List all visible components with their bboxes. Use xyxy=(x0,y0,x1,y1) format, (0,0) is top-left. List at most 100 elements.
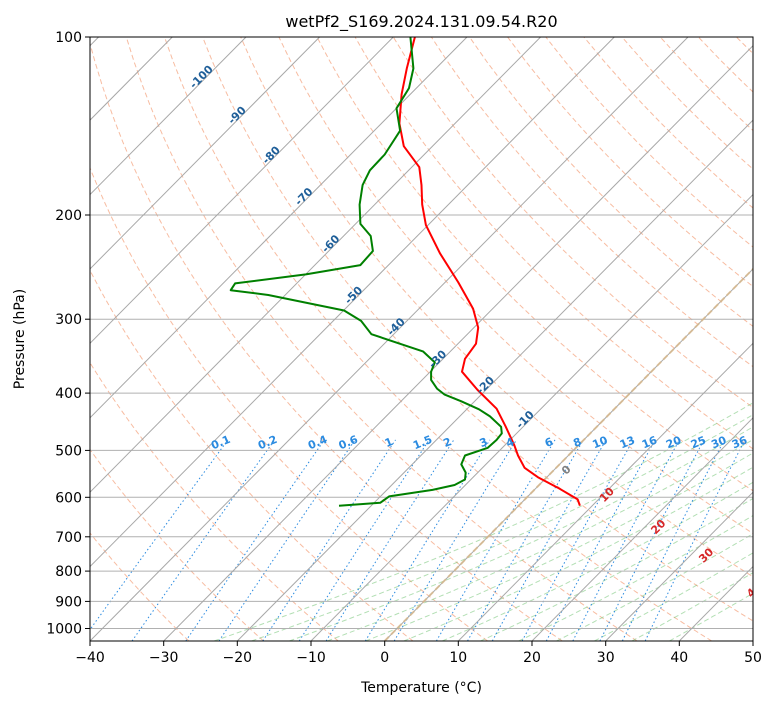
x-tick-label: −20 xyxy=(223,650,253,666)
dry-adiabat-line xyxy=(90,448,264,641)
line-labels: 0.1 0.2 0.4 0.6 1 1.5 2 3 4 6 8 10 13 16 20 25 30 36-100-… xyxy=(187,62,764,600)
dewpoint-curve xyxy=(229,37,503,507)
mixing-ratio-line xyxy=(131,439,276,641)
moist-adiabat-line xyxy=(251,414,753,641)
mixing-ratio-line xyxy=(262,439,396,641)
dry-adiabat-line xyxy=(90,269,414,641)
mixing-ratio-line xyxy=(298,439,430,641)
mixing-ratio-label: 0.1 xyxy=(209,433,232,452)
dry-adiabat-line xyxy=(202,37,753,622)
isotherm-label: -70 xyxy=(292,185,315,208)
dry-adiabat-line xyxy=(469,37,753,328)
y-axis-label: Pressure (hPa) xyxy=(12,289,28,389)
mixing-ratio-line xyxy=(393,439,517,641)
y-tick-label: 100 xyxy=(55,30,82,46)
dry-adiabat-line xyxy=(164,37,712,641)
x-tick-label: 10 xyxy=(449,650,467,666)
x-tick-label: 0 xyxy=(380,650,389,666)
dry-adiabat-line xyxy=(659,37,753,132)
x-tick-label: −30 xyxy=(149,650,179,666)
isotherm-label: -50 xyxy=(342,283,365,306)
isotherm-line xyxy=(90,37,541,493)
isotherm-line xyxy=(236,119,753,641)
isotherm-line xyxy=(90,37,615,568)
mixing-ratio-line xyxy=(621,439,725,641)
mixing-ratio-line xyxy=(90,439,229,631)
mixing-ratio-line xyxy=(545,439,656,641)
dry-adiabat-line xyxy=(354,37,753,450)
isotherm-line xyxy=(90,37,394,345)
dry-adiabat-line xyxy=(278,37,753,535)
isotherm-line xyxy=(163,44,753,641)
moist-adiabat-line xyxy=(556,533,753,641)
mixing-ratio-label: 10 xyxy=(591,434,610,452)
isotherm-line xyxy=(531,417,753,641)
mixing-ratio-label: 6 xyxy=(543,435,555,450)
dry-adiabat-line xyxy=(583,37,753,209)
dry-adiabat-line xyxy=(430,37,753,368)
isotherm-label: -100 xyxy=(187,62,216,91)
x-tick-label: −40 xyxy=(75,650,105,666)
y-tick-label: 400 xyxy=(55,386,82,402)
y-tick-label: 1000 xyxy=(46,622,82,638)
dry-adiabat-line xyxy=(392,37,753,409)
x-axis: −40 −30 −20 −10 0 10 20 30 40 50 xyxy=(75,641,762,666)
isotherm-line xyxy=(90,37,320,270)
isotherm-label: -90 xyxy=(226,104,249,127)
y-tick-label: 700 xyxy=(55,530,82,546)
temperature-curve xyxy=(398,37,581,507)
dry-adiabat-line xyxy=(90,166,488,641)
profile-curves xyxy=(229,37,581,507)
isotherm-line xyxy=(605,491,753,641)
grid-lines xyxy=(90,37,753,629)
y-tick-label: 500 xyxy=(55,443,82,459)
moist-adiabat-line xyxy=(403,466,753,641)
mixing-ratio-label: 30 xyxy=(709,434,728,452)
mixing-ratio-line xyxy=(325,439,455,641)
plot-frame xyxy=(89,36,754,642)
mixing-ratio-line xyxy=(467,439,584,641)
x-axis-label: Temperature (°C) xyxy=(360,680,482,696)
mixing-ratio-label: 3 xyxy=(478,435,490,450)
dry-adiabat-label: 30 xyxy=(696,545,716,565)
x-tick-label: 20 xyxy=(523,650,541,666)
mixing-ratio-line xyxy=(521,439,634,641)
mixing-ratio-label: 8 xyxy=(571,435,583,450)
y-tick-label: 900 xyxy=(55,594,82,610)
isotherm-line xyxy=(90,37,689,641)
isotherm-line xyxy=(678,565,753,641)
mixing-ratio-line xyxy=(364,439,491,641)
isotherm-line xyxy=(90,37,247,196)
mixing-ratio-label: 0.2 xyxy=(256,433,279,452)
dry-adiabat-label: 40 xyxy=(744,580,764,600)
dry-adiabat-line xyxy=(125,37,638,641)
moist-adiabat-line xyxy=(669,592,753,641)
x-tick-label: 40 xyxy=(670,650,688,666)
dry-adiabat-line xyxy=(90,41,563,641)
mixing-ratio-label: 2 xyxy=(441,435,453,450)
y-tick-label: 300 xyxy=(55,312,82,328)
y-axis: 100 200 300 400 500 600 700 800 900 1000 xyxy=(46,30,90,638)
mixing-ratio-label: 0.6 xyxy=(337,433,360,452)
skewed-isotherms xyxy=(90,37,753,641)
dry-adiabat-line xyxy=(316,37,753,492)
moist-adiabat-line xyxy=(631,572,753,641)
zero-label: 0 xyxy=(559,463,574,478)
chart-title: wetPf2_S169.2024.131.09.54.R20 xyxy=(285,12,557,32)
mixing-ratio-line xyxy=(185,439,325,641)
mixing-ratio-line xyxy=(218,439,356,641)
mixing-ratio-label: 16 xyxy=(640,434,659,452)
isotherm-line xyxy=(90,37,468,419)
mixing-ratio-label: 36 xyxy=(730,434,749,452)
mixing-ratio-line xyxy=(491,439,607,641)
mixing-ratio-label: 1.5 xyxy=(411,433,434,452)
x-tick-label: −10 xyxy=(296,650,326,666)
isotherm-line xyxy=(310,193,753,641)
x-tick-label: 30 xyxy=(597,650,615,666)
x-tick-label: 50 xyxy=(744,650,762,666)
isotherm-label: -10 xyxy=(514,408,537,431)
mixing-ratio-label: 25 xyxy=(689,434,708,452)
mixing-ratio-label: 13 xyxy=(618,434,637,452)
moist-adiabat-line xyxy=(442,481,753,641)
